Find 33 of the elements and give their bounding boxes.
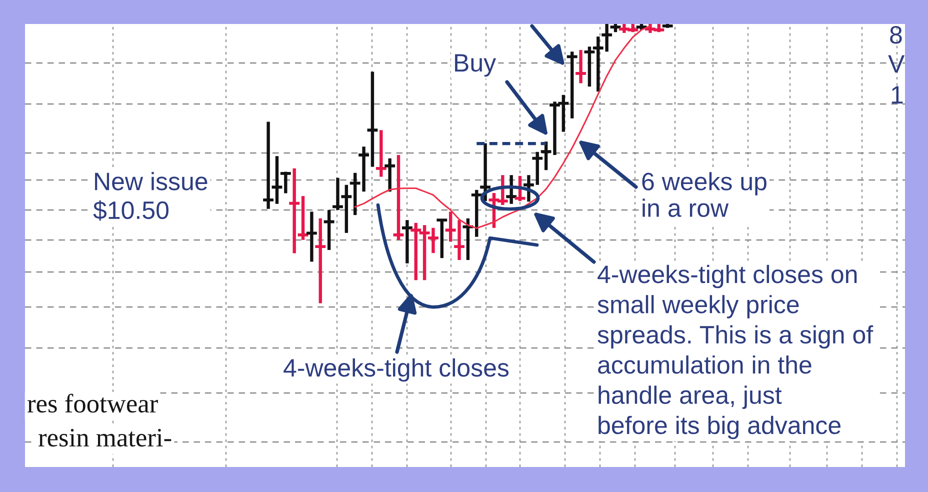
candlestick bbox=[400, 220, 414, 264]
text: res footwear bbox=[28, 394, 158, 413]
text: 8 bbox=[890, 26, 902, 44]
candlestick bbox=[470, 190, 484, 237]
candlestick bbox=[522, 175, 536, 202]
candlestick bbox=[574, 50, 588, 84]
candlestick bbox=[374, 130, 388, 177]
text: New issue $10.50 bbox=[93, 172, 208, 221]
candlestick bbox=[565, 52, 579, 118]
candlestick bbox=[478, 143, 492, 202]
candlestick bbox=[435, 218, 449, 258]
annotation: 4-weeks-tight closes on small weekly price spreads. This is a sign of accumulation in the handle area, just before its big advance bbox=[598, 264, 874, 440]
text: 1 bbox=[892, 86, 903, 104]
candlestick bbox=[270, 156, 284, 204]
candlestick bbox=[426, 228, 440, 254]
candlestick bbox=[383, 158, 396, 192]
text: 4-weeks-tight closes bbox=[284, 358, 509, 382]
candlestick bbox=[278, 172, 292, 194]
annotation: Buy bbox=[455, 54, 496, 77]
candlestick bbox=[530, 152, 544, 185]
candlestick bbox=[262, 122, 275, 209]
candlestick bbox=[322, 210, 336, 250]
candlestick bbox=[288, 168, 302, 254]
candlestick bbox=[504, 175, 518, 204]
candlestick bbox=[296, 196, 310, 240]
candlestick bbox=[305, 212, 318, 262]
text: V bbox=[888, 55, 905, 72]
candlestick bbox=[366, 72, 380, 167]
candlestick bbox=[392, 154, 406, 240]
annotation: 6 weeks up in a row bbox=[642, 172, 766, 217]
candlestick bbox=[513, 176, 527, 202]
candlestick bbox=[314, 218, 328, 304]
text: resin materi- bbox=[38, 428, 172, 447]
